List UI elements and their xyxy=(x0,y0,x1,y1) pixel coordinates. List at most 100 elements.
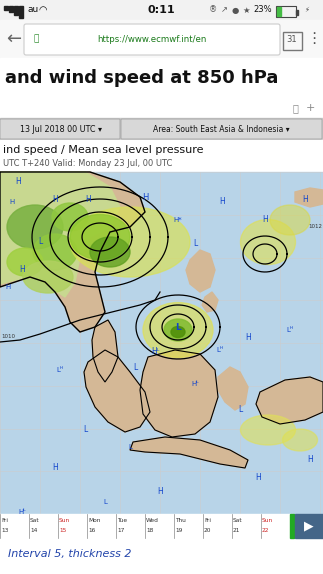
Text: H: H xyxy=(307,456,313,464)
Bar xyxy=(290,514,294,538)
Ellipse shape xyxy=(52,203,88,231)
Text: 1012: 1012 xyxy=(308,224,322,230)
Text: Wed: Wed xyxy=(146,518,159,522)
Text: ⋮: ⋮ xyxy=(307,32,322,46)
Ellipse shape xyxy=(241,415,296,445)
Bar xyxy=(19,6,23,18)
Text: H: H xyxy=(302,196,308,204)
Text: Thu: Thu xyxy=(175,518,186,522)
Ellipse shape xyxy=(90,237,130,267)
Text: H: H xyxy=(255,472,261,482)
Text: L: L xyxy=(133,363,137,371)
Text: H: H xyxy=(9,199,15,205)
Ellipse shape xyxy=(70,215,130,259)
Text: 16: 16 xyxy=(88,528,95,533)
FancyBboxPatch shape xyxy=(121,119,322,139)
Text: 19: 19 xyxy=(175,528,182,533)
Text: https://www.ecmwf.int/en: https://www.ecmwf.int/en xyxy=(97,34,207,44)
Text: UTC T+240 Valid: Monday 23 Jul, 00 UTC: UTC T+240 Valid: Monday 23 Jul, 00 UTC xyxy=(3,158,172,168)
Bar xyxy=(4,6,8,10)
Bar xyxy=(0,118,323,140)
Bar xyxy=(276,6,296,17)
Text: H: H xyxy=(142,192,148,201)
Bar xyxy=(0,140,323,172)
Text: Area: South East Asia & Indonesia ▾: Area: South East Asia & Indonesia ▾ xyxy=(153,125,290,134)
Text: 21: 21 xyxy=(233,528,240,533)
Polygon shape xyxy=(92,320,118,382)
Bar xyxy=(296,10,298,15)
Bar xyxy=(0,514,293,538)
Text: ↗: ↗ xyxy=(221,6,227,14)
Ellipse shape xyxy=(270,205,310,235)
Text: H: H xyxy=(85,196,91,204)
Text: L: L xyxy=(38,238,42,246)
Text: Lᴴ: Lᴴ xyxy=(216,347,224,353)
Polygon shape xyxy=(140,350,218,437)
Text: 23%: 23% xyxy=(254,6,272,14)
Polygon shape xyxy=(0,172,120,297)
Ellipse shape xyxy=(23,261,73,293)
Text: 15: 15 xyxy=(59,528,66,533)
Text: 22: 22 xyxy=(262,528,269,533)
Text: H: H xyxy=(15,177,21,187)
Ellipse shape xyxy=(7,205,63,249)
Text: 17: 17 xyxy=(117,528,124,533)
Text: 13: 13 xyxy=(1,528,8,533)
Text: Sat: Sat xyxy=(30,518,40,522)
Text: L: L xyxy=(193,239,197,249)
Text: ®: ® xyxy=(209,6,217,14)
Bar xyxy=(14,6,18,15)
Text: H: H xyxy=(52,196,58,204)
Text: H: H xyxy=(157,487,163,497)
Text: ▶: ▶ xyxy=(304,519,314,533)
Text: Sun: Sun xyxy=(262,518,273,522)
Bar xyxy=(9,6,13,12)
Polygon shape xyxy=(84,350,150,432)
Ellipse shape xyxy=(241,219,296,265)
Bar xyxy=(0,20,323,58)
Text: H*: H* xyxy=(174,217,182,223)
Text: +: + xyxy=(305,103,315,113)
Text: Hᴸ: Hᴸ xyxy=(151,347,159,356)
Text: Lᴴ: Lᴴ xyxy=(287,327,294,333)
Text: H: H xyxy=(245,332,251,342)
Text: 0:11: 0:11 xyxy=(147,5,175,15)
Text: Fri: Fri xyxy=(204,518,211,522)
Text: Fri: Fri xyxy=(1,518,8,522)
Text: Interval 5, thickness 2: Interval 5, thickness 2 xyxy=(8,549,131,559)
Ellipse shape xyxy=(143,302,213,358)
Text: 31: 31 xyxy=(287,34,297,44)
Bar xyxy=(0,98,323,118)
Text: 14: 14 xyxy=(30,528,37,533)
Text: ind speed / Mean sea level pressure: ind speed / Mean sea level pressure xyxy=(3,145,203,155)
Ellipse shape xyxy=(70,207,190,277)
Polygon shape xyxy=(218,367,248,410)
Ellipse shape xyxy=(7,248,43,276)
Text: 🖨: 🖨 xyxy=(292,103,298,113)
Bar xyxy=(0,538,323,574)
Text: ★: ★ xyxy=(242,6,250,14)
Ellipse shape xyxy=(171,327,185,338)
Polygon shape xyxy=(130,437,248,468)
Text: H: H xyxy=(52,463,58,471)
Text: 18: 18 xyxy=(146,528,153,533)
Text: H: H xyxy=(262,215,268,224)
Text: L: L xyxy=(83,425,87,435)
Text: L: L xyxy=(128,444,132,450)
Text: H: H xyxy=(19,266,25,274)
Text: 🔒: 🔒 xyxy=(33,34,39,44)
Bar xyxy=(0,58,323,98)
Text: L: L xyxy=(175,323,181,332)
Polygon shape xyxy=(0,172,145,332)
Bar xyxy=(0,172,323,514)
Text: 13 Jul 2018 00 UTC ▾: 13 Jul 2018 00 UTC ▾ xyxy=(20,125,102,134)
Text: Lᴴ: Lᴴ xyxy=(57,367,64,373)
Text: 20: 20 xyxy=(204,528,212,533)
FancyBboxPatch shape xyxy=(0,119,120,139)
Text: au: au xyxy=(27,6,38,14)
Polygon shape xyxy=(202,292,218,312)
Text: Sat: Sat xyxy=(233,518,243,522)
Text: Tue: Tue xyxy=(117,518,127,522)
Text: H: H xyxy=(5,284,11,290)
Ellipse shape xyxy=(164,319,192,341)
